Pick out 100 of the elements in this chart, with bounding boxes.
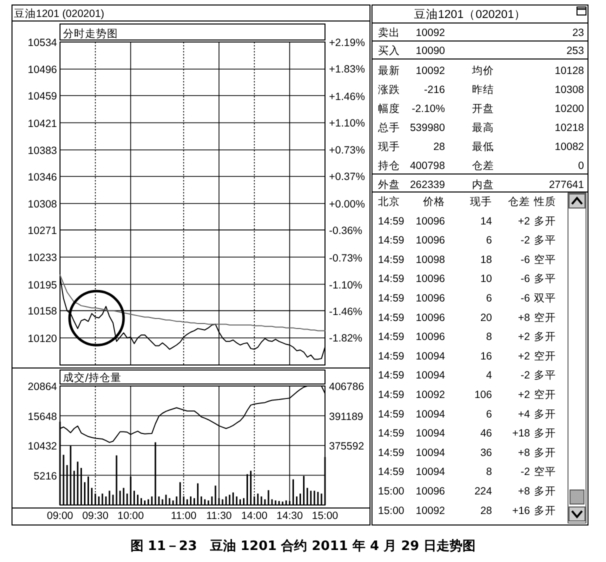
text: 14:59 (378, 389, 404, 401)
y-tick-label: 20864 (28, 381, 58, 393)
text: 10094 (416, 428, 446, 440)
text: 北京 (378, 195, 400, 208)
text: 23 (572, 27, 584, 39)
text: 0 (578, 160, 584, 172)
y-tick-label: 10195 (28, 279, 58, 292)
y-tick-label: 10233 (28, 252, 58, 264)
text: 10092 (416, 389, 446, 401)
text: 多平 (534, 370, 556, 382)
text: 10090 (416, 45, 446, 57)
text: 现手 (378, 140, 400, 153)
text: 最低 (472, 141, 494, 153)
text: 10096 (416, 215, 446, 228)
text: 多开 (534, 331, 556, 344)
text: 6 (486, 234, 492, 247)
text: 36 (480, 446, 492, 459)
text: 多平 (534, 273, 556, 286)
text: 10096 (416, 486, 446, 498)
y2-tick-label: +1.83% (329, 64, 365, 76)
x-tick-label: 14:00 (241, 510, 268, 522)
x-tick-label: 11:00 (170, 510, 197, 522)
text: 10096 (416, 312, 446, 324)
text: 10096 (416, 234, 446, 247)
text: 14:59 (378, 428, 404, 440)
y2-tick-label: -0.36% (329, 225, 362, 238)
text: 内盘 (472, 178, 494, 191)
y-tick-label: 10459 (28, 90, 58, 103)
y2-tick-label: +1.10% (329, 117, 365, 130)
y2-tick-label: +2.19% (329, 37, 365, 49)
x-tick-label: 14:30 (276, 510, 303, 522)
y2-tick-label: -1.46% (329, 306, 362, 318)
text: 14:59 (378, 350, 404, 362)
text: 空开 (534, 310, 556, 324)
y2-tick-label: +0.00% (329, 198, 365, 210)
text: 空开 (534, 349, 556, 362)
text: 空平 (534, 465, 556, 478)
text: -2.10% (412, 103, 445, 115)
text: 224 (474, 486, 492, 498)
text: 277641 (548, 179, 584, 191)
text: 幅度 (378, 102, 400, 115)
text: 10092 (416, 504, 446, 517)
text: 多开 (534, 428, 556, 440)
text: 10092 (416, 65, 446, 77)
x-tick-label: 10:00 (118, 510, 144, 522)
text: 性质 (533, 195, 556, 208)
y-tick-label: 10496 (28, 64, 58, 76)
text: -2 (520, 370, 530, 382)
y-tick-label: 10271 (28, 224, 58, 237)
text: 10096 (416, 292, 446, 304)
text: 双平 (534, 292, 556, 304)
text: 14:59 (378, 215, 404, 228)
y-tick-label: 10421 (28, 118, 58, 130)
text: 20 (480, 312, 492, 324)
y2-tick-label: +1.46% (329, 90, 365, 103)
text: 多开 (534, 446, 556, 459)
text: 10092 (416, 27, 446, 39)
text: 卖出 (378, 26, 400, 39)
text: 外盘 (378, 179, 400, 191)
text: 539980 (410, 122, 446, 134)
text: 106 (474, 389, 492, 401)
y2-tick-label: -0.73% (329, 252, 362, 264)
text: -6 (520, 273, 530, 286)
text: 10218 (554, 122, 584, 134)
text: 28 (433, 141, 446, 153)
text: +18 (512, 428, 530, 440)
text: +8 (518, 446, 530, 459)
y2-tick-label: 391189 (329, 410, 364, 423)
text: 46 (480, 428, 492, 440)
text: 253 (566, 45, 584, 57)
y-tick-label: 10308 (28, 198, 58, 210)
text: +2 (518, 331, 530, 344)
y2-tick-label: +0.73% (329, 144, 365, 157)
text: 多开 (534, 215, 556, 228)
y-tick-label: 10120 (28, 332, 58, 345)
text: 买入 (378, 44, 400, 57)
text: 开盘 (472, 103, 494, 115)
text: 10094 (416, 350, 446, 362)
text: 10082 (554, 141, 584, 153)
x-tick-label: 11:30 (206, 510, 232, 522)
text: 均价 (471, 65, 494, 77)
text: +8 (518, 312, 530, 324)
y-tick-label: 5216 (34, 470, 58, 482)
y-tick-label: 10383 (28, 144, 58, 157)
text: -216 (424, 84, 446, 96)
text: 14:59 (378, 273, 404, 286)
text: 14:59 (378, 312, 404, 324)
y2-tick-label: +0.37% (329, 171, 365, 184)
text: 15:00 (378, 486, 404, 498)
text: -2 (520, 234, 530, 247)
text: 14:59 (378, 446, 404, 459)
text: 10128 (554, 65, 584, 77)
text: +2 (518, 215, 530, 228)
text: 多开 (534, 408, 556, 420)
text: 豆油1201 (020201) (14, 7, 104, 20)
text: 空开 (534, 388, 556, 401)
y2-tick-label: 406786 (329, 381, 364, 393)
y2-tick-label: -1.10% (329, 280, 362, 292)
text: -2 (520, 466, 530, 478)
text: 10200 (554, 103, 584, 115)
